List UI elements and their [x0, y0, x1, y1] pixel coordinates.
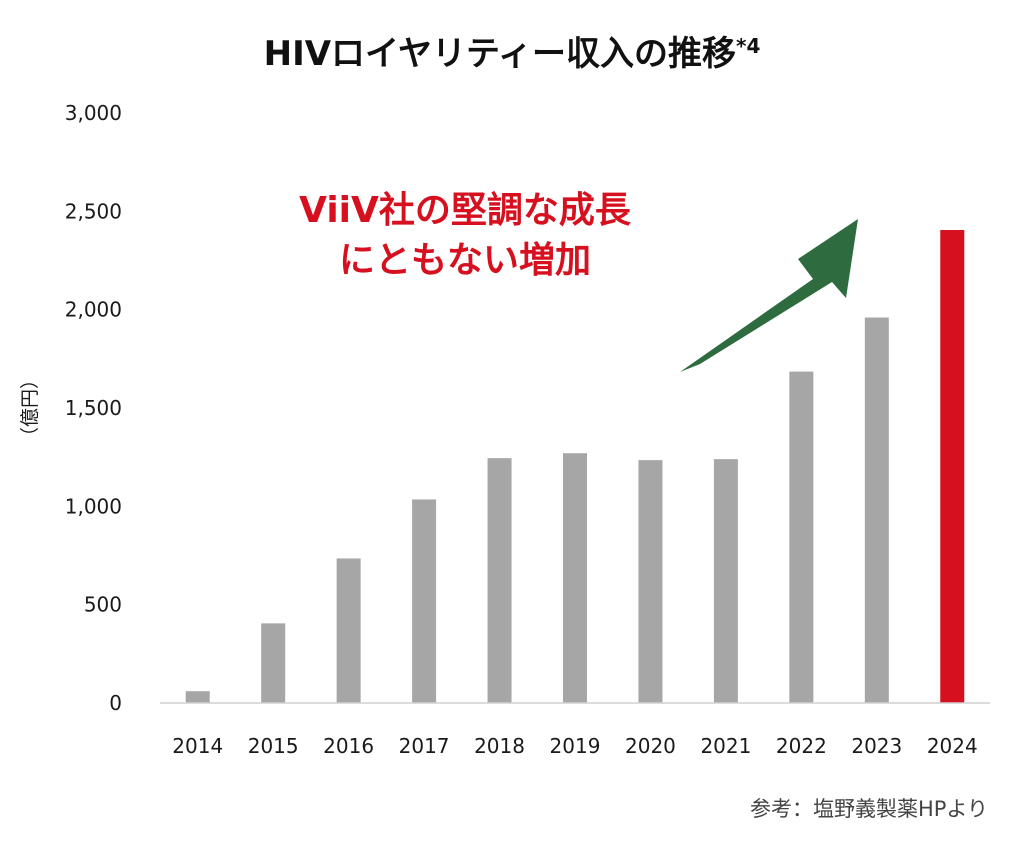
- bar-2021: [713, 459, 738, 703]
- x-tick-label: 2024: [927, 734, 978, 758]
- bar-2017: [412, 499, 437, 703]
- bar-2018: [487, 458, 512, 703]
- x-tick-label: 2022: [776, 734, 827, 758]
- x-tick-label: 2021: [700, 734, 751, 758]
- bar-2015: [261, 623, 286, 703]
- y-tick-label: 1,500: [65, 396, 122, 420]
- x-tick-label: 2014: [172, 734, 223, 758]
- annotation-line-2: にともない増加: [339, 240, 591, 281]
- bar-2016: [336, 558, 361, 703]
- y-tick-label: 2,000: [65, 298, 122, 322]
- x-tick-label: 2015: [248, 734, 299, 758]
- annotation-line-1: ViiV社の堅調な成長: [299, 190, 632, 231]
- y-tick-label: 2,500: [65, 199, 122, 223]
- bar-2014: [185, 691, 210, 703]
- x-tick-label: 2020: [625, 734, 676, 758]
- y-axis-tick-labels: 0 500 1,000 1,500 2,000 2,500 3,000: [65, 101, 122, 715]
- upward-trend-arrow-icon: [680, 219, 858, 372]
- x-axis-tick-labels: 2014 2015 2016 2017 2018 2019 2020 2021 2022 2023…: [172, 734, 977, 758]
- bar-2022: [789, 371, 814, 703]
- bar-2020: [638, 460, 663, 703]
- chart-title: HIVロイヤリティー収入の推移*4: [264, 34, 761, 74]
- bar-2023: [864, 317, 889, 703]
- y-tick-label: 3,000: [65, 101, 122, 125]
- x-tick-label: 2018: [474, 734, 525, 758]
- x-tick-label: 2017: [399, 734, 450, 758]
- source-note: 参考：塩野義製薬HPより: [750, 797, 988, 821]
- annotation: ViiV社の堅調な成長 にともない増加: [299, 190, 632, 281]
- y-axis-label: （億円）: [19, 370, 41, 446]
- x-tick-label: 2019: [550, 734, 601, 758]
- bar-2019: [563, 453, 587, 703]
- x-tick-label: 2023: [851, 734, 902, 758]
- chart-title-note: *4: [736, 34, 760, 58]
- bars: [185, 230, 965, 703]
- chart-title-text: HIVロイヤリティー収入の推移: [264, 34, 736, 74]
- x-tick-label: 2016: [323, 734, 374, 758]
- bar-2024: [940, 230, 965, 703]
- y-tick-label: 500: [84, 593, 122, 617]
- y-tick-label: 0: [109, 691, 122, 715]
- y-tick-label: 1,000: [65, 494, 122, 518]
